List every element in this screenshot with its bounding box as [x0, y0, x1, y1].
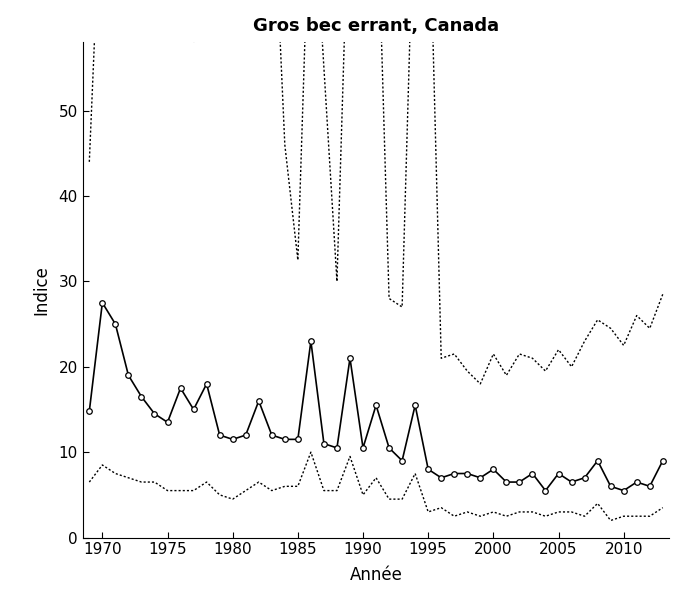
Y-axis label: Indice: Indice [32, 265, 50, 315]
X-axis label: Année: Année [350, 566, 402, 583]
Title: Gros bec errant, Canada: Gros bec errant, Canada [253, 17, 499, 35]
